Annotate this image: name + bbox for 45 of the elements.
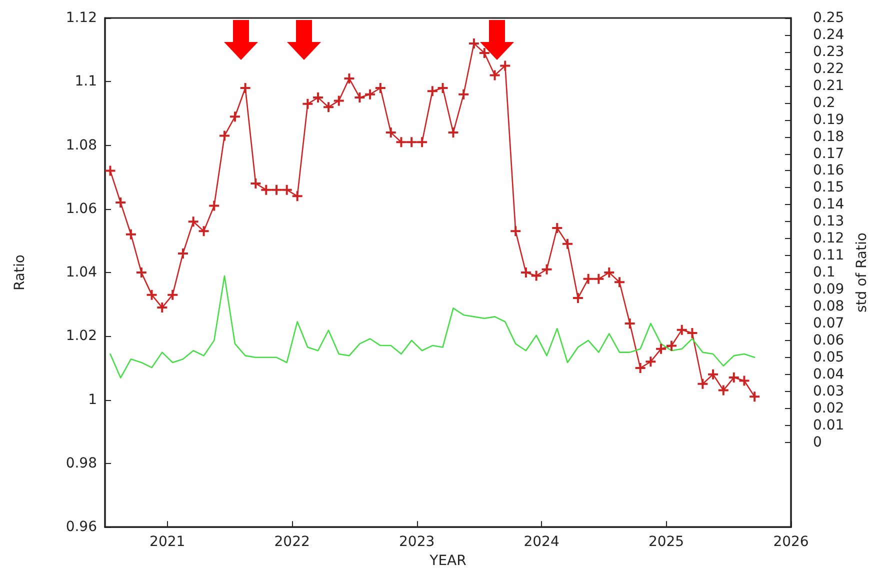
x-tick-label: 2024 bbox=[524, 534, 560, 550]
y2-tick-label: 0.12 bbox=[813, 230, 844, 247]
y-tick-label: 0.96 bbox=[66, 519, 98, 536]
y2-tick-label: 0.05 bbox=[813, 349, 844, 366]
y-tick-label: 1.08 bbox=[66, 137, 97, 154]
y2-tick-label: 0.04 bbox=[813, 366, 844, 382]
y2-tick-label: 0.16 bbox=[813, 162, 844, 179]
y-tick-label: 1.12 bbox=[66, 10, 97, 26]
x-tick-label: 2023 bbox=[399, 534, 435, 550]
x-tick-label: 2026 bbox=[773, 534, 809, 550]
y2-tick-label: 0.07 bbox=[813, 315, 844, 332]
y2-tick-label: 0.1 bbox=[813, 264, 836, 281]
y2-tick-label: 0.08 bbox=[813, 298, 844, 314]
y2-tick-label: 0.02 bbox=[813, 400, 844, 416]
y2-tick-label: 0.09 bbox=[813, 282, 844, 298]
y2-tick-label: 0.03 bbox=[813, 383, 844, 400]
y-axis-title: Ratio bbox=[12, 254, 28, 291]
y-tick-label: 1.06 bbox=[66, 200, 98, 217]
x-tick-label: 2022 bbox=[274, 534, 310, 550]
y2-tick-label: 0.19 bbox=[813, 112, 844, 128]
y2-tick-label: 0.21 bbox=[813, 78, 844, 94]
y2-tick-label: 0.11 bbox=[813, 248, 844, 264]
x-axis-title: YEAR bbox=[428, 553, 467, 569]
y2-tick-label: 0.2 bbox=[813, 94, 836, 111]
y2-tick-label: 0.18 bbox=[813, 128, 844, 145]
y2-tick-label: 0.24 bbox=[813, 26, 844, 43]
y2-tick-label: 0.01 bbox=[813, 417, 844, 434]
x-tick-label: 2025 bbox=[648, 534, 684, 550]
y2-tick-label: 0.06 bbox=[813, 332, 844, 348]
y-tick-label: 1 bbox=[88, 392, 97, 408]
y2-tick-label: 0.23 bbox=[813, 44, 844, 60]
x-tick-label: 2021 bbox=[150, 534, 186, 550]
y2-tick-label: 0.25 bbox=[813, 10, 844, 26]
y-tick-label: 1.1 bbox=[74, 74, 97, 90]
y-tick-label: 1.02 bbox=[66, 328, 97, 344]
line-series bbox=[110, 275, 756, 378]
y2-tick-label: 0 bbox=[813, 434, 822, 450]
y2-tick-label: 0.14 bbox=[813, 196, 844, 213]
y-tick-label: 1.04 bbox=[66, 264, 98, 281]
y-tick-label: 0.98 bbox=[66, 455, 97, 472]
y2-axis-title: std of Ratio bbox=[854, 232, 870, 313]
y2-tick-label: 0.15 bbox=[813, 180, 844, 196]
y2-tick-label: 0.22 bbox=[813, 60, 844, 77]
y2-tick-label: 0.13 bbox=[813, 214, 844, 230]
y2-tick-label: 0.17 bbox=[813, 146, 844, 162]
